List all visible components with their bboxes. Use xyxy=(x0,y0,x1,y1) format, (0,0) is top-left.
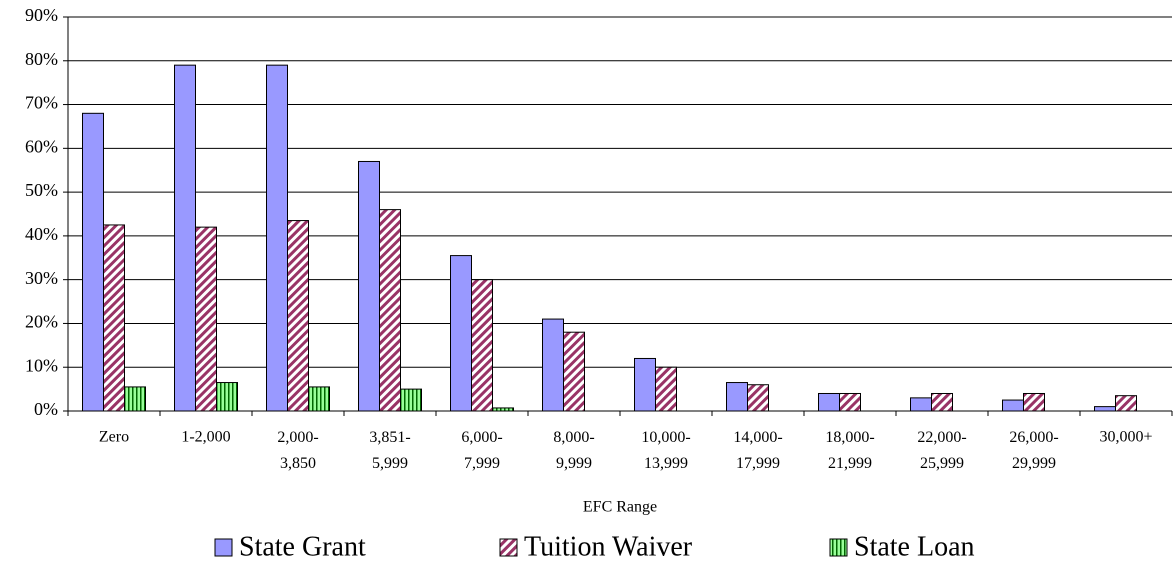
x-tick-label: 26,000-29,999 xyxy=(1009,429,1058,472)
y-tick-label: 40% xyxy=(25,224,58,244)
bar xyxy=(216,382,238,412)
x-axis-title: EFC Range xyxy=(583,499,657,516)
bar xyxy=(839,392,861,412)
legend-swatch xyxy=(214,538,233,557)
y-tick-label: 50% xyxy=(25,180,58,200)
bar xyxy=(910,397,932,412)
y-tick-label: 80% xyxy=(25,49,58,69)
bar xyxy=(747,384,769,412)
bar xyxy=(471,279,493,412)
bar xyxy=(82,112,104,412)
x-tick-label: 14,000-17,999 xyxy=(733,429,782,472)
legend-swatch xyxy=(829,538,848,557)
bar xyxy=(1002,399,1024,412)
bar xyxy=(492,407,514,412)
y-tick-label: 0% xyxy=(34,399,58,419)
y-tick-label: 70% xyxy=(25,93,58,113)
x-tick-label: 10,000-13,999 xyxy=(641,429,690,472)
y-tick-label: 30% xyxy=(25,268,58,288)
bar xyxy=(308,386,330,412)
bar xyxy=(379,209,401,412)
bar xyxy=(634,357,656,412)
bar xyxy=(563,331,585,412)
x-tick-label: 18,000-21,999 xyxy=(825,429,874,472)
bar xyxy=(542,318,564,412)
bar xyxy=(103,224,125,412)
legend-label: State Loan xyxy=(854,531,975,562)
y-tick-label: 60% xyxy=(25,136,58,156)
legend-label: State Grant xyxy=(239,531,366,562)
legend-label: Tuition Waiver xyxy=(524,531,693,562)
x-tick-label: 8,000-9,999 xyxy=(553,429,594,472)
x-tick-label: 2,000-3,850 xyxy=(277,429,318,472)
x-tick-label: 1-2,000 xyxy=(181,429,230,446)
x-tick-label: 3,851-5,999 xyxy=(369,429,410,472)
x-tick-label: Zero xyxy=(99,429,129,446)
y-tick-label: 90% xyxy=(25,5,58,25)
bar xyxy=(358,160,380,412)
x-tick-label: 30,000+ xyxy=(1099,429,1152,446)
bar xyxy=(726,382,748,412)
bar xyxy=(400,388,422,412)
bar xyxy=(266,64,288,412)
bar xyxy=(1094,406,1116,412)
bar xyxy=(287,220,309,412)
bar xyxy=(931,392,953,412)
x-tick-label: 6,000-7,999 xyxy=(461,429,502,472)
bar xyxy=(195,226,217,412)
bar xyxy=(818,392,840,412)
y-tick-label: 10% xyxy=(25,355,58,375)
y-tick-label: 20% xyxy=(25,312,58,332)
bar xyxy=(1115,395,1137,412)
legend-swatch xyxy=(499,538,518,557)
bar xyxy=(655,366,677,412)
x-tick-label: 22,000-25,999 xyxy=(917,429,966,472)
bar xyxy=(1023,392,1045,412)
bar xyxy=(174,64,196,412)
bar xyxy=(124,386,146,412)
bar xyxy=(450,255,472,412)
